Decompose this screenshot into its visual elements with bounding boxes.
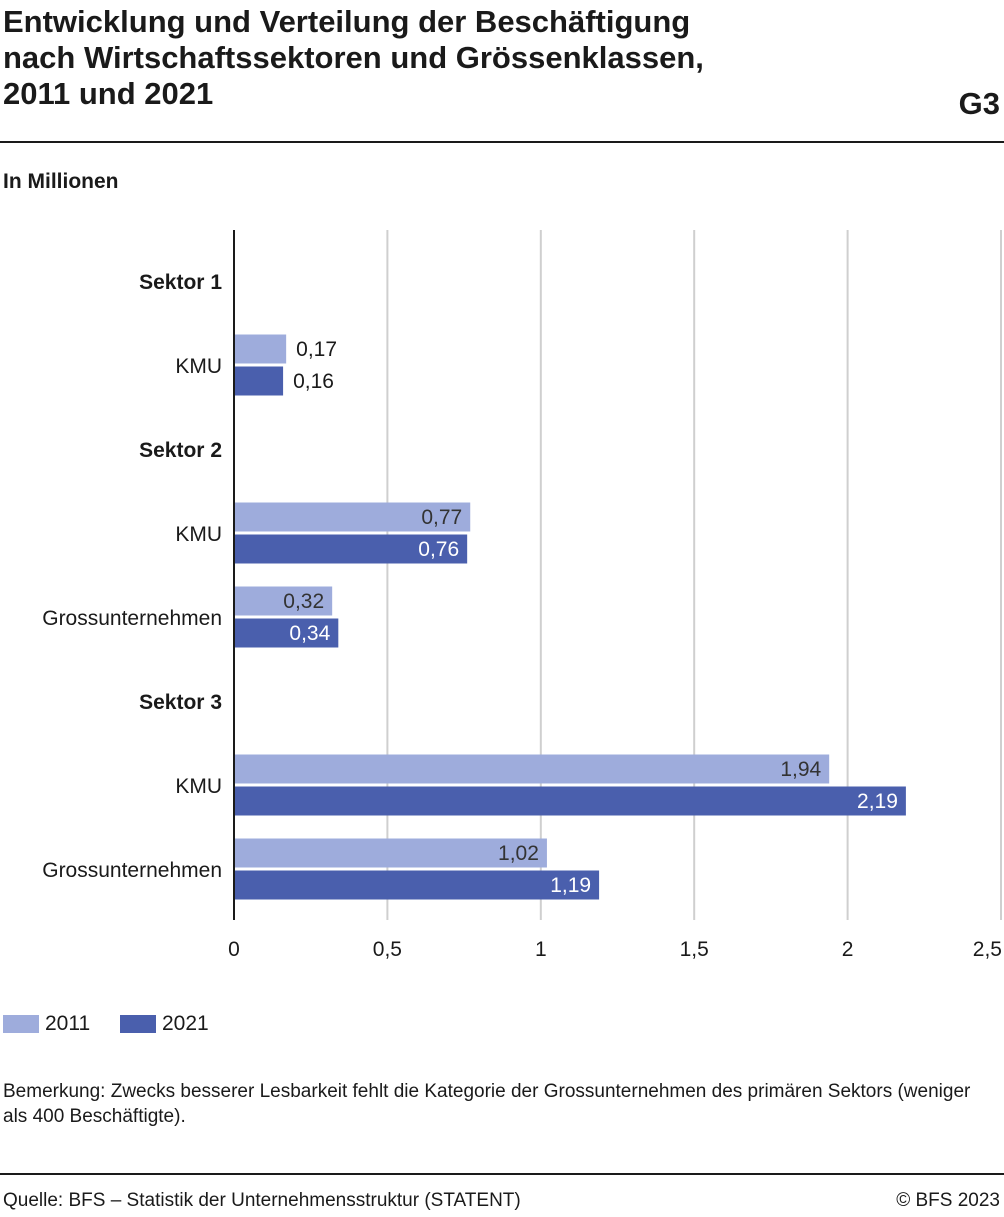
x-tick-label-2: 1 — [535, 938, 547, 961]
bar-chart: Sektor 1 KMU 0,17 0,16 Sektor 2 KMU 0,77 0,76 Gr… — [42, 230, 1002, 961]
chart-code: G3 — [958, 86, 1000, 121]
bar-value-label-3-2-2021: 1,19 — [550, 874, 591, 897]
bar-2-2-2011 — [234, 586, 333, 616]
footnote: Bemerkung: Zwecks besserer Lesbarkeit fe… — [3, 1081, 971, 1127]
bar-value-label-3-1-2011: 1,94 — [780, 758, 821, 781]
legend-label-2021: 2021 — [162, 1012, 209, 1035]
copyright-text: © BFS 2023 — [896, 1190, 1000, 1211]
x-tick-label-4: 2 — [842, 938, 854, 961]
x-tick-label-5: 2,5 — [973, 938, 1002, 961]
title-line-3: 2011 und 2021 — [3, 76, 214, 111]
bar-3-2-2011 — [234, 838, 547, 868]
group-label-3: Sektor 3 — [139, 691, 222, 714]
legend-label-2011: 2011 — [45, 1012, 91, 1035]
category-label-3-2: Grossunternehmen — [42, 859, 222, 882]
bar-value-label-2-2-2021: 0,34 — [289, 622, 330, 645]
bar-value-label-1-1-2011: 0,17 — [296, 338, 337, 361]
bar-1-1-2021 — [234, 366, 284, 396]
bar-value-label-2-1-2011: 0,77 — [421, 506, 462, 529]
unit-label: In Millionen — [3, 170, 119, 193]
category-label-2-2: Grossunternehmen — [42, 607, 222, 630]
legend-swatch-2021 — [120, 1015, 156, 1033]
bar-1-1-2011 — [234, 334, 287, 364]
bar-2-1-2021 — [234, 534, 468, 564]
source-text: Quelle: BFS – Statistik der Unternehmens… — [3, 1190, 521, 1211]
bar-2-1-2011 — [234, 502, 471, 532]
bar-value-label-3-1-2021: 2,19 — [857, 790, 898, 813]
header-divider — [0, 141, 1004, 143]
legend-swatch-2011 — [3, 1015, 39, 1033]
bar-3-1-2021 — [234, 786, 906, 816]
footer-divider — [0, 1173, 1004, 1175]
x-tick-label-1: 0,5 — [373, 938, 402, 961]
category-label-2-1: KMU — [175, 523, 222, 546]
x-tick-label-0: 0 — [228, 938, 240, 961]
group-label-1: Sektor 1 — [139, 271, 222, 294]
bar-value-label-1-1-2021: 0,16 — [293, 370, 334, 393]
bar-2-2-2021 — [234, 618, 339, 648]
bar-3-2-2021 — [234, 870, 600, 900]
bar-value-label-2-2-2011: 0,32 — [283, 590, 324, 613]
category-label-1-1: KMU — [175, 355, 222, 378]
category-label-3-1: KMU — [175, 775, 222, 798]
bar-value-label-3-2-2011: 1,02 — [498, 842, 539, 865]
bar-value-label-2-1-2021: 0,76 — [418, 538, 459, 561]
title-line-1: Entwicklung und Verteilung der Beschäfti… — [3, 4, 691, 39]
bar-3-1-2011 — [234, 754, 830, 784]
title-line-2: nach Wirtschaftssektoren und Grössenklas… — [3, 40, 704, 75]
group-label-2: Sektor 2 — [139, 439, 222, 462]
chart-title: Entwicklung und Verteilung der Beschäfti… — [3, 4, 903, 112]
x-tick-label-3: 1,5 — [680, 938, 709, 961]
